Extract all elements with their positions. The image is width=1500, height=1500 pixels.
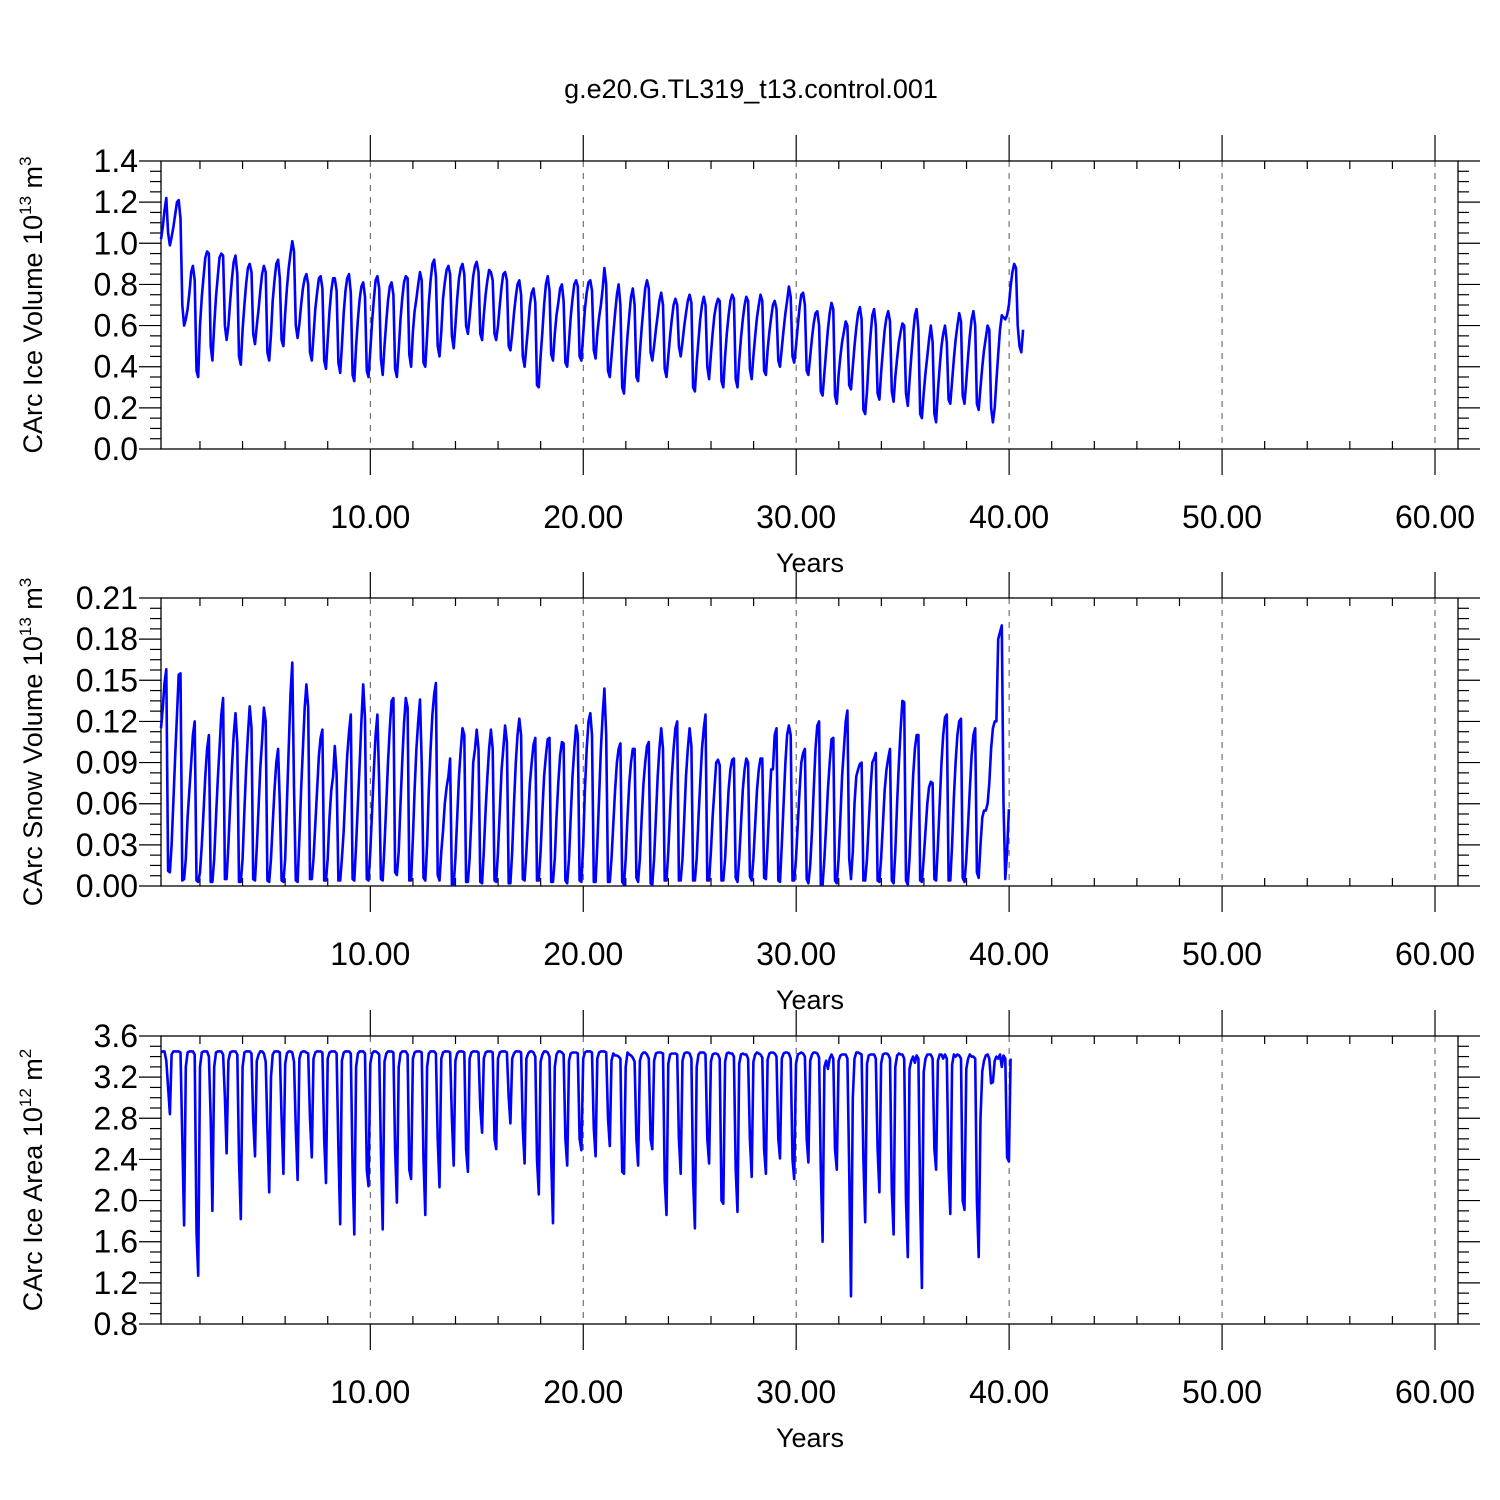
ice-area-y-tick-label: 2.8: [94, 1100, 138, 1136]
ice-area-x-tick-label: 10.00: [330, 1374, 410, 1410]
snow-volume-panel: 10.00 20.00 30.00 40.00 50.00 60.00 0.00 0.03 0.…: [16, 572, 1480, 1015]
figure-title: g.e20.G.TL319_t13.control.001: [564, 74, 938, 104]
ice-volume-y-tick-label: 0.4: [94, 349, 138, 385]
ice-area-y-axis-title-unit: m: [18, 1058, 48, 1088]
ice-volume-y-tick-label: 0.0: [94, 431, 138, 467]
ice-volume-y-tick-label: 1.2: [94, 184, 138, 220]
snow-volume-x-axis-title: Years: [776, 985, 844, 1015]
ice-volume-panel: 10.00 20.00 30.00 40.00 50.00 60.00 0.0 0.2 0.4 0…: [16, 135, 1480, 578]
ice-volume-x-tick-label: 20.00: [543, 499, 623, 535]
ice-area-x-axis-title: Years: [776, 1423, 844, 1453]
snow-volume-y-tick-label: 0.21: [76, 580, 138, 616]
snow-volume-y-axis-title-exponent: 13: [16, 617, 35, 636]
snow-volume-series-line: [159, 624, 1011, 886]
ice-area-y-tick-label: 1.2: [94, 1265, 138, 1301]
snow-volume-y-axis-title: CArc Snow Volume 1013 m3: [16, 578, 48, 907]
ice-volume-plot-frame: [160, 160, 1459, 450]
ice-area-y-axis-title: CArc Ice Area 1012 m2: [16, 1049, 48, 1312]
snow-volume-y-tick-label: 0.15: [76, 662, 138, 698]
ice-volume-x-tick-label: 60.00: [1395, 499, 1475, 535]
ice-area-series-line: [160, 1050, 1012, 1298]
ice-volume-y-axis-title-unit: m: [18, 166, 48, 196]
snow-volume-x-tick-label: 30.00: [756, 936, 836, 972]
ice-volume-y-axis-title-main: CArc Ice Volume 10: [18, 215, 48, 454]
snow-volume-y-axis-title-unit-exponent: 3: [16, 578, 35, 587]
ice-volume-y-tick-label: 0.6: [94, 308, 138, 344]
ice-volume-y-tick-label: 0.2: [94, 390, 138, 426]
ice-area-y-tick-label: 2.0: [94, 1183, 138, 1219]
snow-volume-x-tick-label: 50.00: [1182, 936, 1262, 972]
ice-area-y-tick-label: 3.6: [94, 1018, 138, 1054]
ice-volume-y-tick-label: 0.8: [94, 266, 138, 302]
ice-area-y-tick-label: 0.8: [94, 1306, 138, 1342]
ice-area-x-tick-label: 40.00: [969, 1374, 1049, 1410]
ice-area-plot-frame: [160, 1035, 1459, 1325]
snow-volume-x-tick-label: 60.00: [1395, 936, 1475, 972]
ice-area-x-tick-label: 50.00: [1182, 1374, 1262, 1410]
ice-volume-series-line: [159, 196, 1025, 424]
ice-area-x-tick-label: 30.00: [756, 1374, 836, 1410]
ice-volume-x-tick-label: 10.00: [330, 499, 410, 535]
ice-area-y-axis-title-unit-exponent: 2: [16, 1049, 35, 1058]
snow-volume-x-tick-label: 20.00: [543, 936, 623, 972]
snow-volume-x-tick-label: 10.00: [330, 936, 410, 972]
snow-volume-y-tick-label: 0.06: [76, 786, 138, 822]
snow-volume-plot-frame: [160, 597, 1459, 887]
ice-volume-x-tick-label: 40.00: [969, 499, 1049, 535]
ice-area-y-tick-label: 2.4: [94, 1141, 138, 1177]
ice-volume-y-axis-title-unit-exponent: 3: [16, 156, 35, 165]
ice-volume-x-tick-label: 50.00: [1182, 499, 1262, 535]
ice-area-y-tick-label: 1.6: [94, 1224, 138, 1260]
snow-volume-y-tick-label: 0.00: [76, 868, 138, 904]
snow-volume-y-tick-label: 0.18: [76, 621, 138, 657]
ice-area-x-tick-label: 20.00: [543, 1374, 623, 1410]
ice-volume-y-tick-label: 1.0: [94, 225, 138, 261]
snow-volume-y-tick-label: 0.12: [76, 703, 138, 739]
ice-volume-y-axis-title-exponent: 13: [16, 196, 35, 215]
ice-area-x-tick-label: 60.00: [1395, 1374, 1475, 1410]
snow-volume-y-tick-label: 0.03: [76, 827, 138, 863]
snow-volume-y-axis-title-main: CArc Snow Volume 10: [18, 636, 48, 906]
ice-area-y-axis-title-main: CArc Ice Area 10: [18, 1107, 48, 1311]
snow-volume-x-tick-label: 40.00: [969, 936, 1049, 972]
snow-volume-y-axis-title-unit: m: [18, 587, 48, 617]
ice-area-panel: 10.00 20.00 30.00 40.00 50.00 60.00 0.8 1.2 1.6 2…: [16, 1010, 1480, 1453]
ice-area-y-tick-label: 3.2: [94, 1059, 138, 1095]
ice-volume-x-tick-label: 30.00: [756, 499, 836, 535]
ice-volume-y-axis-title: CArc Ice Volume 1013 m3: [16, 156, 48, 453]
ice-area-y-axis-title-exponent: 12: [16, 1088, 35, 1107]
ice-volume-y-tick-label: 1.4: [94, 143, 138, 179]
ice-volume-x-axis-title: Years: [776, 548, 844, 578]
snow-volume-y-tick-label: 0.09: [76, 745, 138, 781]
